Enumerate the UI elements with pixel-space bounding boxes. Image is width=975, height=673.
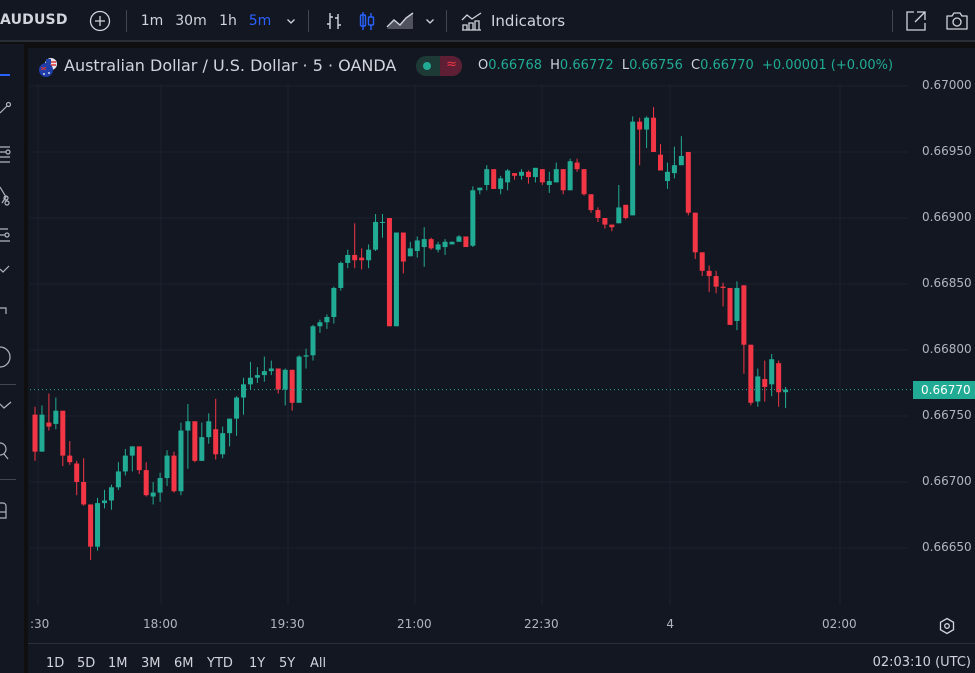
candles-icon <box>359 12 375 30</box>
measure-tool-icon[interactable] <box>0 399 14 417</box>
chevron-down-icon <box>287 19 295 24</box>
price-axis-label: 0.66750 <box>922 408 972 422</box>
area-chart-icon <box>386 12 414 29</box>
trend-line-tool-icon[interactable] <box>0 99 12 117</box>
brush-tool-icon[interactable] <box>0 344 12 370</box>
interval-dropdown-button[interactable] <box>282 0 300 42</box>
market-status-badge[interactable]: ≈ <box>416 56 462 76</box>
interval-30m[interactable]: 30m <box>175 13 207 29</box>
bars-chart-type-button[interactable] <box>320 0 348 42</box>
lock-drawings-icon[interactable] <box>0 499 12 521</box>
range-button-all[interactable]: All <box>310 656 327 671</box>
range-button-ytd[interactable]: YTD <box>207 656 233 671</box>
low-value: 0.66756 <box>629 58 683 73</box>
crosshair-tool-indicator[interactable] <box>0 74 10 76</box>
range-button-5y[interactable]: 5Y <box>279 656 296 671</box>
interval-5m[interactable]: 5m <box>248 13 272 29</box>
separator <box>446 10 447 32</box>
price-axis-label: 0.66950 <box>922 144 972 158</box>
range-button-1m[interactable]: 1M <box>108 656 128 671</box>
price-axis-label: 0.66900 <box>922 210 972 224</box>
data-delay-indicator <box>440 56 462 76</box>
open-external-icon <box>906 11 926 31</box>
interval-1h[interactable]: 1h <box>219 13 237 29</box>
time-axis-label: :30 <box>30 617 50 631</box>
plus-circle-icon <box>89 10 111 32</box>
range-button-5d[interactable]: 5D <box>77 656 96 671</box>
time-axis-label: 02:00 <box>822 617 857 631</box>
utc-clock[interactable]: 02:03:10 (UTC) <box>872 655 971 670</box>
range-button-3m[interactable]: 3M <box>141 656 161 671</box>
interval-1m[interactable]: 1m <box>140 13 164 29</box>
approx-icon: ≈ <box>446 57 457 72</box>
separator <box>308 10 309 32</box>
time-axis-label: 22:30 <box>524 617 559 631</box>
chart-type-dropdown-button[interactable] <box>422 0 438 42</box>
separator <box>0 384 16 385</box>
bars-icon <box>327 13 341 29</box>
pattern-tool-icon[interactable] <box>0 184 12 206</box>
high-value: 0.66772 <box>559 58 614 73</box>
current-price-tag: 0.66770 <box>913 381 975 399</box>
prediction-tool-icon[interactable] <box>0 226 12 248</box>
check-icon[interactable] <box>0 264 12 276</box>
ohlc-values: O0.66768 H0.66772 L0.66756 C0.66770 +0.0… <box>478 58 894 73</box>
top-toolbar: AUDUSD 1m 30m 1h 5m Indicators <box>0 0 975 42</box>
chart-settings-gear-icon[interactable] <box>938 617 956 635</box>
open-value: 0.66768 <box>488 58 542 73</box>
indicators-button[interactable]: Indicators <box>460 0 568 42</box>
screenshot-button[interactable] <box>942 0 972 42</box>
camera-icon <box>946 12 968 30</box>
compare-add-symbol-button[interactable] <box>86 0 114 42</box>
zoom-in-icon[interactable] <box>0 442 12 462</box>
price-axis-label: 0.66800 <box>922 342 972 356</box>
range-button-6m[interactable]: 6M <box>174 656 194 671</box>
price-axis-label: 0.66850 <box>922 276 972 290</box>
range-button-1y[interactable]: 1Y <box>249 656 266 671</box>
price-axis-label: 0.66700 <box>922 474 972 488</box>
separator <box>28 643 975 644</box>
separator <box>892 10 893 32</box>
symbol-legend-title[interactable]: Australian Dollar / U.S. Dollar · 5 · OA… <box>64 56 397 75</box>
time-axis-label: 19:30 <box>270 617 305 631</box>
change-value: +0.00001 (+0.00%) <box>761 58 894 73</box>
price-axis-label: 0.66650 <box>922 540 972 554</box>
drawing-toolbar <box>0 44 24 673</box>
close-value: 0.66770 <box>700 58 754 73</box>
symbol-search-button[interactable]: AUDUSD <box>0 12 68 28</box>
indicators-icon <box>461 12 482 31</box>
separator <box>126 10 127 32</box>
candles-chart-type-button[interactable] <box>354 0 380 42</box>
market-open-dot-icon <box>423 62 431 70</box>
time-axis-label: 4 <box>666 617 675 631</box>
time-axis-label: 18:00 <box>143 617 178 631</box>
currency-flags-icon <box>39 58 57 77</box>
fib-retracement-tool-icon[interactable] <box>0 144 12 164</box>
fullscreen-button[interactable] <box>902 0 930 42</box>
time-axis-label: 21:00 <box>397 617 432 631</box>
text-tool-icon[interactable] <box>0 306 12 318</box>
separator <box>0 479 16 480</box>
area-chart-type-button[interactable] <box>384 0 416 42</box>
price-axis-label: 0.67000 <box>922 78 972 92</box>
range-button-1d[interactable]: 1D <box>46 656 65 671</box>
chevron-down-icon <box>426 19 434 24</box>
indicators-label: Indicators <box>491 12 566 30</box>
